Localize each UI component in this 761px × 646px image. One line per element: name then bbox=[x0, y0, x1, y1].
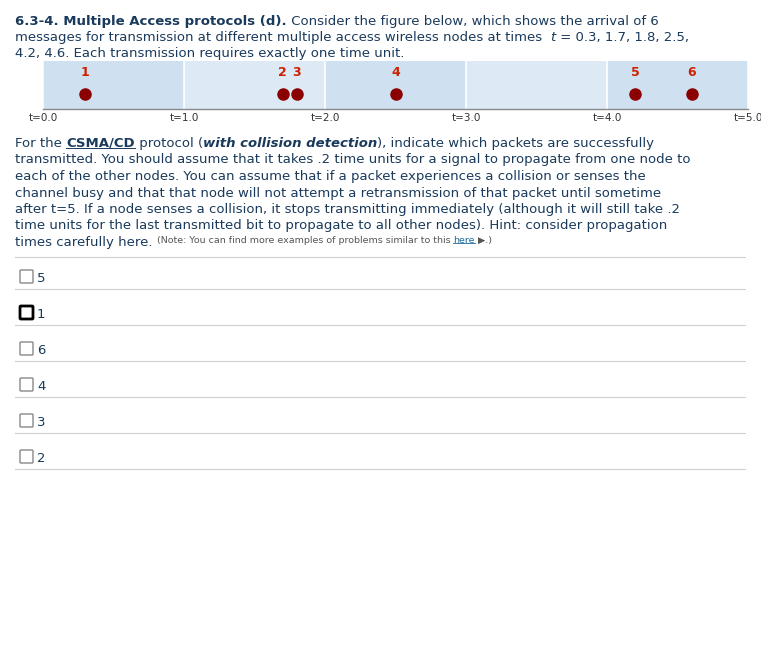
Text: t=1.0: t=1.0 bbox=[169, 113, 199, 123]
Text: 3: 3 bbox=[37, 416, 46, 429]
Text: CSMA/CD: CSMA/CD bbox=[66, 137, 135, 150]
FancyBboxPatch shape bbox=[20, 342, 33, 355]
Text: protocol (: protocol ( bbox=[135, 137, 203, 150]
Text: 1: 1 bbox=[37, 308, 46, 321]
Text: 4.2, 4.6. Each transmission requires exactly one time unit.: 4.2, 4.6. Each transmission requires exa… bbox=[15, 47, 404, 60]
Text: 5: 5 bbox=[37, 272, 46, 285]
Text: t=5.0: t=5.0 bbox=[734, 113, 761, 123]
Text: t: t bbox=[551, 31, 556, 44]
FancyBboxPatch shape bbox=[20, 306, 33, 319]
FancyBboxPatch shape bbox=[20, 270, 33, 283]
Text: ), indicate which packets are successfully: ), indicate which packets are successful… bbox=[377, 137, 654, 150]
Bar bbox=[607, 61, 748, 109]
Text: Consider the figure below, which shows the arrival of 6: Consider the figure below, which shows t… bbox=[287, 15, 658, 28]
Text: For the: For the bbox=[15, 137, 66, 150]
Text: 1: 1 bbox=[81, 67, 90, 79]
Bar bbox=[325, 61, 466, 109]
Bar bbox=[184, 61, 325, 109]
Text: t=2.0: t=2.0 bbox=[310, 113, 339, 123]
Text: 2: 2 bbox=[279, 67, 287, 79]
Text: t=4.0: t=4.0 bbox=[592, 113, 622, 123]
Text: 3: 3 bbox=[292, 67, 301, 79]
Text: channel busy and that that node will not attempt a retransmission of that packet: channel busy and that that node will not… bbox=[15, 187, 661, 200]
Text: 6.3-4. Multiple Access protocols (d).: 6.3-4. Multiple Access protocols (d). bbox=[15, 15, 287, 28]
Text: time units for the last transmitted bit to propagate to all other nodes). Hint: : time units for the last transmitted bit … bbox=[15, 220, 667, 233]
Bar bbox=[466, 61, 607, 109]
Text: ▶.): ▶.) bbox=[475, 236, 492, 245]
Text: each of the other nodes. You can assume that if a packet experiences a collision: each of the other nodes. You can assume … bbox=[15, 170, 646, 183]
Text: after t=5. If a node senses a collision, it stops transmitting immediately (alth: after t=5. If a node senses a collision,… bbox=[15, 203, 680, 216]
Text: 6: 6 bbox=[687, 67, 696, 79]
Text: = 0.3, 1.7, 1.8, 2.5,: = 0.3, 1.7, 1.8, 2.5, bbox=[556, 31, 689, 44]
Text: 6: 6 bbox=[37, 344, 46, 357]
Text: 4: 4 bbox=[391, 67, 400, 79]
Text: messages for transmission at different multiple access wireless nodes at times: messages for transmission at different m… bbox=[15, 31, 551, 44]
Text: t=0.0: t=0.0 bbox=[28, 113, 58, 123]
Bar bbox=[43, 61, 184, 109]
FancyBboxPatch shape bbox=[20, 450, 33, 463]
Text: 4: 4 bbox=[37, 380, 46, 393]
Text: 2: 2 bbox=[37, 452, 46, 465]
Text: here: here bbox=[454, 236, 475, 245]
FancyBboxPatch shape bbox=[20, 378, 33, 391]
Text: t=3.0: t=3.0 bbox=[451, 113, 481, 123]
Text: 5: 5 bbox=[631, 67, 639, 79]
Text: with collision detection: with collision detection bbox=[203, 137, 377, 150]
Text: (Note: You can find more examples of problems similar to this: (Note: You can find more examples of pro… bbox=[157, 236, 454, 245]
FancyBboxPatch shape bbox=[20, 414, 33, 427]
Text: transmitted. You should assume that it takes .2 time units for a signal to propa: transmitted. You should assume that it t… bbox=[15, 154, 690, 167]
Text: times carefully here.: times carefully here. bbox=[15, 236, 157, 249]
